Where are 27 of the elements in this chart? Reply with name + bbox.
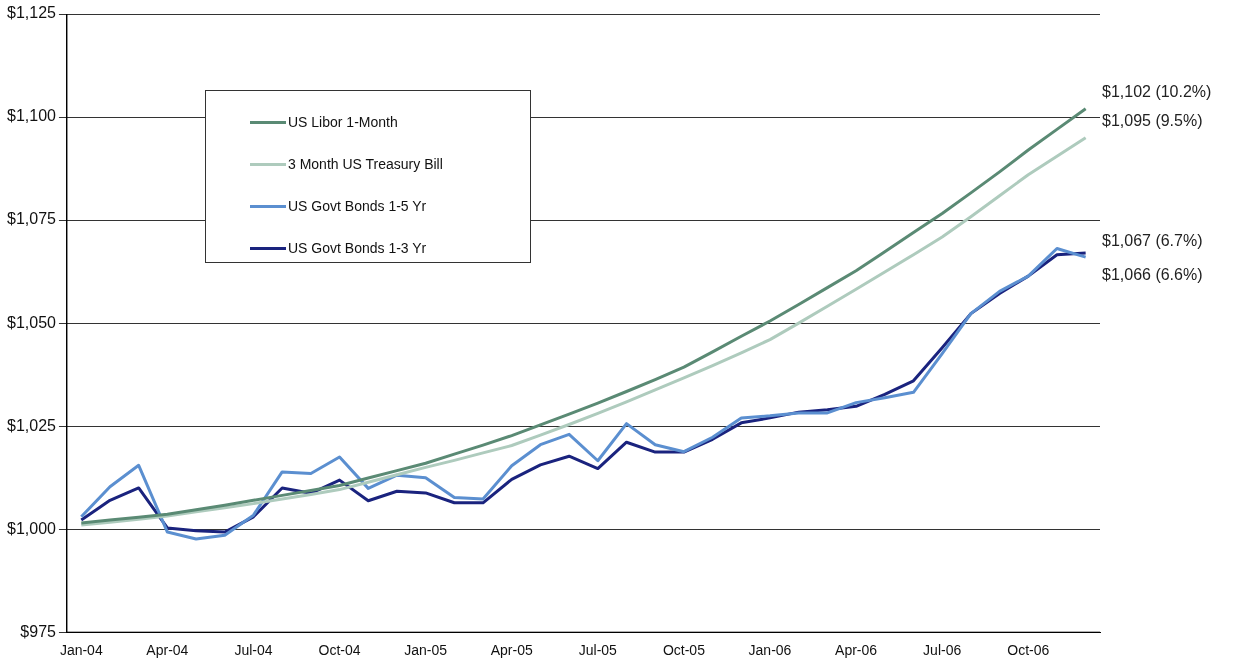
y-tick-label: $1,050 [7,313,57,331]
x-tick-label: Jul-04 [234,642,273,659]
x-tick-label: Apr-05 [490,642,533,659]
text: $1,095 (9.5%) [1102,112,1203,130]
x-tick-label: Jan-05 [404,642,448,659]
x-tick-label: Apr-04 [146,642,189,659]
x-tick-label: Jan-04 [59,642,103,659]
y-tick-label: $1,100 [7,107,57,125]
x-tick-label: Jan-06 [748,642,792,659]
legend-label: US Libor 1-Month [288,114,398,130]
text: $1,067 (6.7%) [1102,231,1203,249]
legend-label: US Govt Bonds 1-3 Yr [288,240,427,256]
text: $1,102 (10.2%) [1102,83,1212,101]
x-tick-label: Oct-04 [318,642,361,659]
legend-label: US Govt Bonds 1-5 Yr [288,198,427,214]
x-tick-label: Jul-06 [923,642,962,659]
y-tick-label: $975 [20,622,57,640]
y-tick-label: $1,000 [7,519,57,537]
legend-label: 3 Month US Treasury Bill [288,156,443,172]
y-tick-label: $1,125 [7,4,57,22]
text: $1,066 (6.6%) [1102,265,1203,283]
x-tick-label: Jul-05 [578,642,618,659]
y-tick-label: $1,025 [7,416,57,434]
x-tick-label: Oct-06 [1007,642,1050,659]
x-tick-label: Oct-05 [662,642,706,659]
x-tick-label: Apr-06 [835,642,878,659]
y-tick-label: $1,075 [7,210,57,228]
